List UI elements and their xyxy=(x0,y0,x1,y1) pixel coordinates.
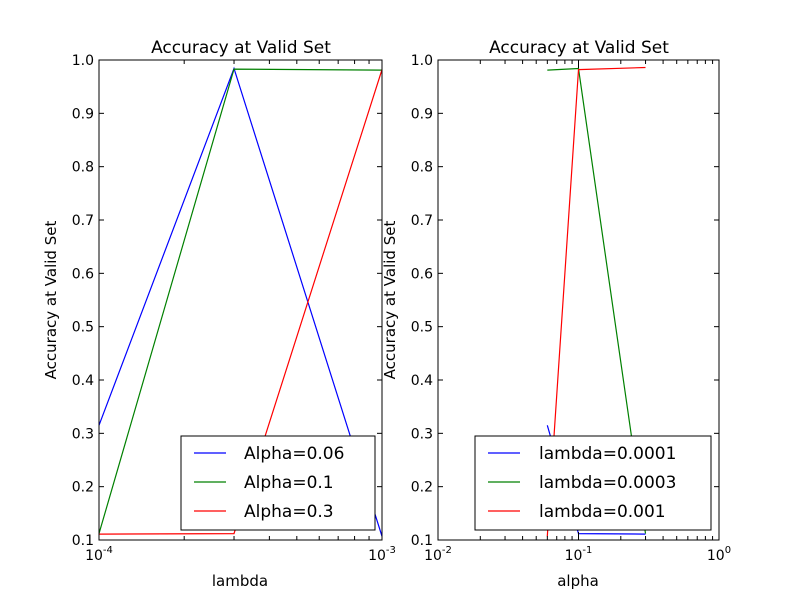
right-y-tick-label: 0.5 xyxy=(411,320,433,336)
right-legend: lambda=0.0001 lambda=0.0003 lambda=0.001 xyxy=(474,435,712,531)
right-x-tick-base: 10 xyxy=(565,548,583,564)
right-x-axis-label: alpha xyxy=(557,572,599,590)
right-y-tick-label: 1.0 xyxy=(411,53,433,69)
left-y-axis-label: Accuracy at Valid Set xyxy=(42,221,60,380)
right-chart: Accuracy at Valid Set 0.1 0.2 0.3 0.4 0.5 0.6… xyxy=(381,38,731,590)
left-y-tick-label: 0.4 xyxy=(72,373,94,389)
left-x-tick-base: 10 xyxy=(85,548,103,564)
right-series-line xyxy=(546,66,646,537)
right-x-tick-label: 100 xyxy=(707,545,731,564)
right-y-axis-label: Accuracy at Valid Set xyxy=(381,221,399,380)
left-legend-box xyxy=(180,435,376,531)
left-y-axis: 0.1 0.2 0.3 0.4 0.5 0.6 0.7 0.8 0.9 1.0 xyxy=(72,53,382,549)
right-x-tick-exponent: 0 xyxy=(725,545,731,556)
left-x-tick-label: 10-4 xyxy=(85,545,113,564)
left-x-tick-exponent: -3 xyxy=(386,545,396,556)
left-y-tick-label: 0.6 xyxy=(72,266,94,282)
left-y-tick-label: 0.1 xyxy=(72,533,94,549)
left-x-tick-label: 10-3 xyxy=(368,545,396,564)
right-y-tick-label: 0.6 xyxy=(411,266,433,282)
left-x-axis-label: lambda xyxy=(212,572,268,590)
left-y-tick-label: 0.5 xyxy=(72,320,94,336)
left-y-tick-label: 0.8 xyxy=(72,160,94,176)
right-x-tick-base: 10 xyxy=(424,548,442,564)
left-legend-label: Alpha=0.06 xyxy=(244,444,344,464)
right-x-axis: 10-2 10-1 100 xyxy=(424,60,731,564)
right-y-tick-label: 0.2 xyxy=(411,480,433,496)
right-y-tick-label: 0.1 xyxy=(411,533,433,549)
right-x-tick-label: 10-1 xyxy=(565,545,593,564)
left-y-tick-label: 1.0 xyxy=(72,53,94,69)
right-x-tick-exponent: -2 xyxy=(442,545,452,556)
right-legend-box xyxy=(474,435,712,531)
right-y-tick-label: 0.7 xyxy=(411,213,433,229)
left-x-tick-exponent: -4 xyxy=(103,545,113,556)
right-legend-label: lambda=0.001 xyxy=(539,502,666,522)
left-legend-label: Alpha=0.3 xyxy=(244,502,334,522)
right-y-axis: 0.1 0.2 0.3 0.4 0.5 0.6 0.7 0.8 0.9 1.0 xyxy=(411,53,719,549)
left-legend-label: Alpha=0.1 xyxy=(244,473,334,493)
right-y-tick-label: 0.9 xyxy=(411,106,433,122)
left-chart-title: Accuracy at Valid Set xyxy=(151,38,331,58)
left-y-tick-label: 0.3 xyxy=(72,426,94,442)
left-y-tick-label: 0.9 xyxy=(72,106,94,122)
left-x-axis: 10-4 10-3 xyxy=(85,60,396,564)
right-y-tick-label: 0.4 xyxy=(411,373,433,389)
left-plot-frame xyxy=(98,59,383,541)
left-series-group xyxy=(98,66,383,537)
left-y-tick-label: 0.2 xyxy=(72,480,94,496)
right-x-tick-base: 10 xyxy=(707,548,725,564)
left-series-line xyxy=(98,68,383,534)
left-x-tick-base: 10 xyxy=(368,548,386,564)
left-y-tick-label: 0.7 xyxy=(72,213,94,229)
right-chart-title: Accuracy at Valid Set xyxy=(489,38,669,58)
left-legend: Alpha=0.06 Alpha=0.1 Alpha=0.3 xyxy=(180,435,376,531)
right-legend-label: lambda=0.0003 xyxy=(539,473,676,493)
right-legend-label: lambda=0.0001 xyxy=(539,444,676,464)
right-x-tick-label: 10-2 xyxy=(424,545,452,564)
left-series-line xyxy=(98,69,383,535)
right-y-tick-label: 0.8 xyxy=(411,160,433,176)
right-x-tick-exponent: -1 xyxy=(582,545,592,556)
right-y-tick-label: 0.3 xyxy=(411,426,433,442)
right-series-line xyxy=(547,67,647,534)
left-chart: Accuracy at Valid Set 0.1 0.2 0.3 0.4 0.5 0.6… xyxy=(42,38,396,590)
